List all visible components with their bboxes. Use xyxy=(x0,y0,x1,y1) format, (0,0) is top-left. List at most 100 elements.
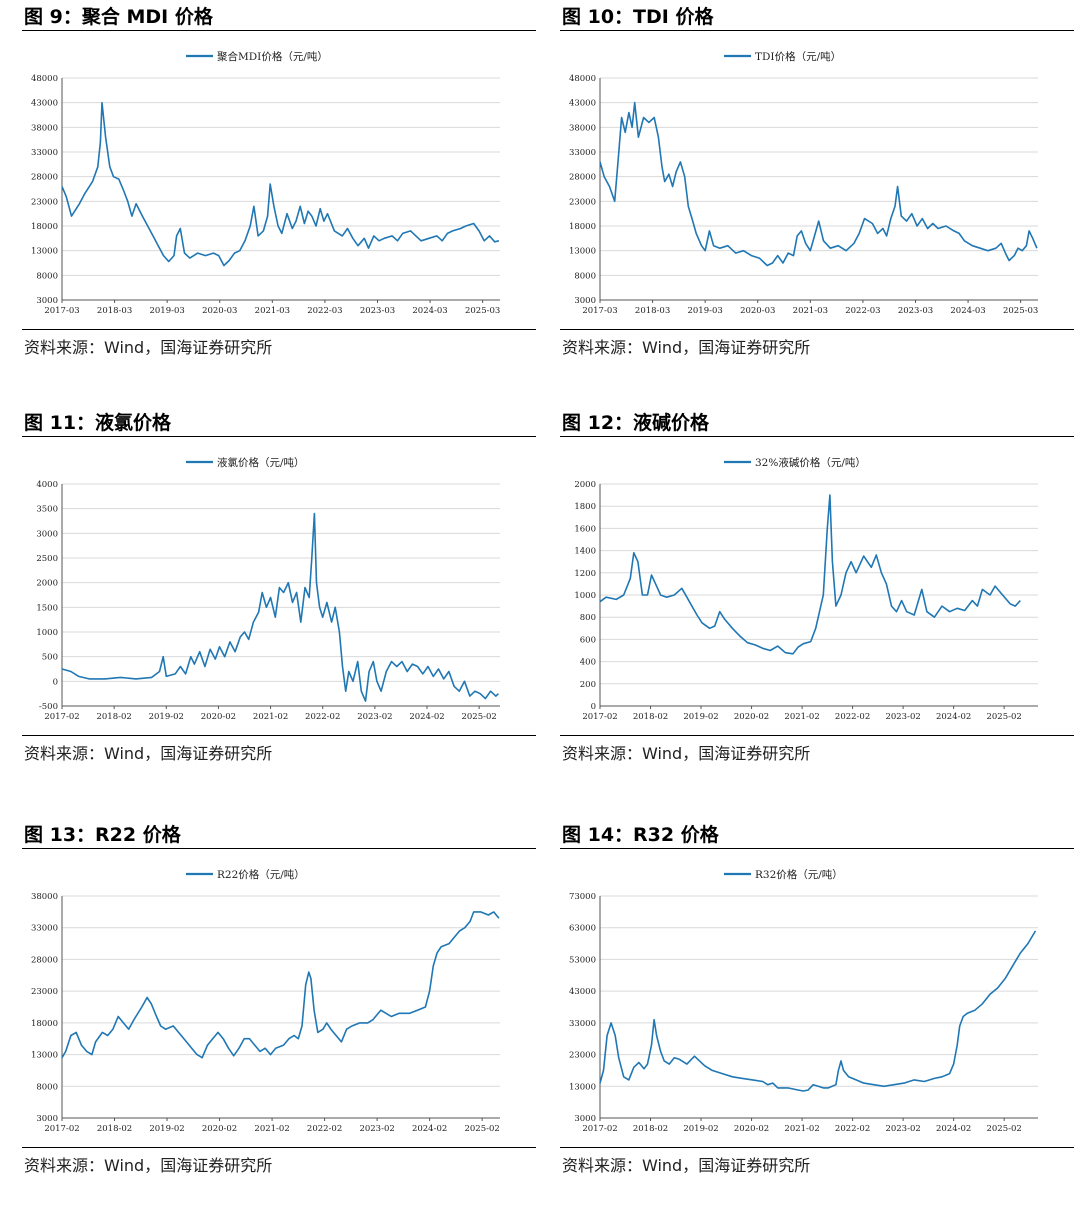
bottom-rule xyxy=(560,1147,1074,1148)
y-tick-label: 33000 xyxy=(569,148,596,158)
chart-tdi-price: 3000 8000 13000 18000 23000 28000 33000 38000 43… xyxy=(569,50,1038,316)
y-tick-label: 3000 xyxy=(574,1114,596,1124)
top-rule xyxy=(22,848,536,849)
y-tick-label: -500 xyxy=(39,702,58,712)
x-tick-label: 2025-02 xyxy=(986,1124,1021,1134)
bottom-rule xyxy=(560,735,1074,736)
source-note: 资料来源：Wind，国海证券研究所 xyxy=(24,1156,273,1175)
series-line xyxy=(599,101,1038,267)
x-tick-label: 2019-02 xyxy=(149,1124,184,1134)
y-tick-label: 8000 xyxy=(36,271,58,281)
y-tick-label: 38000 xyxy=(569,123,596,133)
x-tick-label: 2024-02 xyxy=(936,1124,971,1134)
series-line xyxy=(61,512,499,702)
y-tick-label: 0 xyxy=(591,702,596,712)
figure-title: 图 10：TDI 价格 xyxy=(562,6,714,28)
y-tick-label: 1600 xyxy=(574,524,596,534)
y-tick-label: 48000 xyxy=(31,74,58,84)
legend-label: 聚合MDI价格（元/吨） xyxy=(217,50,328,63)
figure-11-panel: 图 11：液氯价格 -500 0 500 1000 1500 2000 2500 3000 35… xyxy=(22,406,536,806)
y-tick-label: 23000 xyxy=(569,197,596,207)
figure-title: 图 11：液氯价格 xyxy=(24,412,172,434)
x-tick-label: 2021-03 xyxy=(793,306,828,316)
y-tick-label: 1800 xyxy=(574,502,596,512)
y-tick-label: 23000 xyxy=(31,197,58,207)
x-tick-label: 2025-03 xyxy=(1003,306,1038,316)
x-tick-label: 2018-02 xyxy=(97,1124,132,1134)
x-tick-label: 2023-02 xyxy=(885,1124,920,1134)
chart-caustic-soda-price: 0 200 400 600 800 1000 1200 1400 1600 1800 2000 201… xyxy=(574,456,1038,722)
y-tick-label: 28000 xyxy=(569,173,596,183)
top-rule xyxy=(560,436,1074,437)
legend-label: 32%液碱价格（元/吨） xyxy=(755,456,866,469)
chart-mdi-price: 3000 8000 13000 18000 23000 28000 33000 38000 43… xyxy=(31,50,500,316)
x-tick-label: 2022-02 xyxy=(307,1124,342,1134)
top-rule xyxy=(560,30,1074,31)
chart-r22-price: 3000 8000 13000 18000 23000 28000 33000 38000 20… xyxy=(31,868,500,1134)
y-tick-label: 18000 xyxy=(31,222,58,232)
y-tick-label: 3000 xyxy=(36,1114,58,1124)
figure-title: 图 13：R22 价格 xyxy=(24,824,181,846)
x-tick-label: 2021-02 xyxy=(784,712,819,722)
x-tick-label: 2022-02 xyxy=(835,1124,870,1134)
y-tick-label: 73000 xyxy=(569,892,596,902)
x-tick-label: 2017-02 xyxy=(44,712,79,722)
x-tick-label: 2024-02 xyxy=(936,712,971,722)
y-tick-label: 4000 xyxy=(36,480,58,490)
x-tick-label: 2020-02 xyxy=(202,1124,237,1134)
x-tick-label: 2017-02 xyxy=(582,1124,617,1134)
x-tick-label: 2018-02 xyxy=(633,1124,668,1134)
x-tick-label: 2020-02 xyxy=(734,1124,769,1134)
y-tick-label: 400 xyxy=(580,658,596,668)
x-tick-label: 2019-03 xyxy=(687,306,722,316)
x-tick-label: 2020-02 xyxy=(734,712,769,722)
y-tick-label: 13000 xyxy=(569,1082,596,1092)
source-note: 资料来源：Wind，国海证券研究所 xyxy=(24,338,273,357)
x-tick-label: 2021-02 xyxy=(254,1124,289,1134)
x-tick-label: 2017-03 xyxy=(44,306,79,316)
chart-r32-price: 3000 13000 23000 33000 43000 53000 63000 73000 2… xyxy=(569,868,1038,1134)
series-line xyxy=(61,101,500,267)
chart-liquid-chlorine-price: -500 0 500 1000 1500 2000 2500 3000 3500 4000 2017… xyxy=(36,456,500,722)
y-tick-label: 43000 xyxy=(569,987,596,997)
x-tick-label: 2025-02 xyxy=(986,712,1021,722)
x-tick-label: 2017-03 xyxy=(582,306,617,316)
y-tick-label: 13000 xyxy=(31,247,58,257)
y-tick-label: 1000 xyxy=(574,591,596,601)
legend-label: TDI价格（元/吨） xyxy=(755,50,841,63)
legend-label: 液氯价格（元/吨） xyxy=(217,456,305,469)
x-tick-label: 2020-02 xyxy=(201,712,236,722)
x-tick-label: 2024-02 xyxy=(409,712,444,722)
x-tick-label: 2023-03 xyxy=(360,306,395,316)
source-note: 资料来源：Wind，国海证券研究所 xyxy=(562,1156,811,1175)
figure-12-panel: 图 12：液碱价格 0 200 400 600 800 1000 1200 1400 1600 1… xyxy=(560,406,1074,806)
series-line xyxy=(599,930,1037,1092)
x-tick-label: 2021-02 xyxy=(253,712,288,722)
x-tick-label: 2023-02 xyxy=(359,1124,394,1134)
y-tick-label: 0 xyxy=(53,677,58,687)
x-tick-label: 2019-02 xyxy=(683,712,718,722)
y-tick-label: 3000 xyxy=(36,296,58,306)
figure-title: 图 12：液碱价格 xyxy=(562,412,710,434)
series-line xyxy=(599,494,1021,655)
x-tick-label: 2020-03 xyxy=(202,306,237,316)
x-tick-label: 2021-03 xyxy=(255,306,290,316)
x-tick-label: 2018-02 xyxy=(96,712,131,722)
y-tick-label: 2000 xyxy=(36,579,58,589)
y-tick-label: 33000 xyxy=(31,924,58,934)
x-tick-label: 2022-03 xyxy=(845,306,880,316)
source-note: 资料来源：Wind，国海证券研究所 xyxy=(562,744,811,763)
y-tick-label: 600 xyxy=(580,635,596,645)
y-tick-label: 18000 xyxy=(31,1019,58,1029)
x-tick-label: 2019-02 xyxy=(149,712,184,722)
y-tick-label: 1400 xyxy=(574,547,596,557)
x-tick-label: 2019-03 xyxy=(149,306,184,316)
y-tick-label: 3000 xyxy=(36,529,58,539)
bottom-rule xyxy=(22,1147,536,1148)
legend-label: R22价格（元/吨） xyxy=(217,868,305,881)
x-tick-label: 2021-02 xyxy=(784,1124,819,1134)
y-tick-label: 1200 xyxy=(574,569,596,579)
y-tick-label: 2000 xyxy=(574,480,596,490)
x-tick-label: 2018-03 xyxy=(97,306,132,316)
x-tick-label: 2019-02 xyxy=(683,1124,718,1134)
